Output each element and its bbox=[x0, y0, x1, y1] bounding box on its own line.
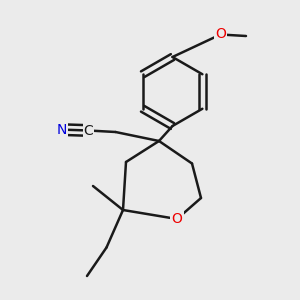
Text: O: O bbox=[215, 28, 226, 41]
Text: O: O bbox=[172, 212, 182, 226]
Text: C: C bbox=[84, 124, 93, 137]
Text: N: N bbox=[56, 123, 67, 136]
